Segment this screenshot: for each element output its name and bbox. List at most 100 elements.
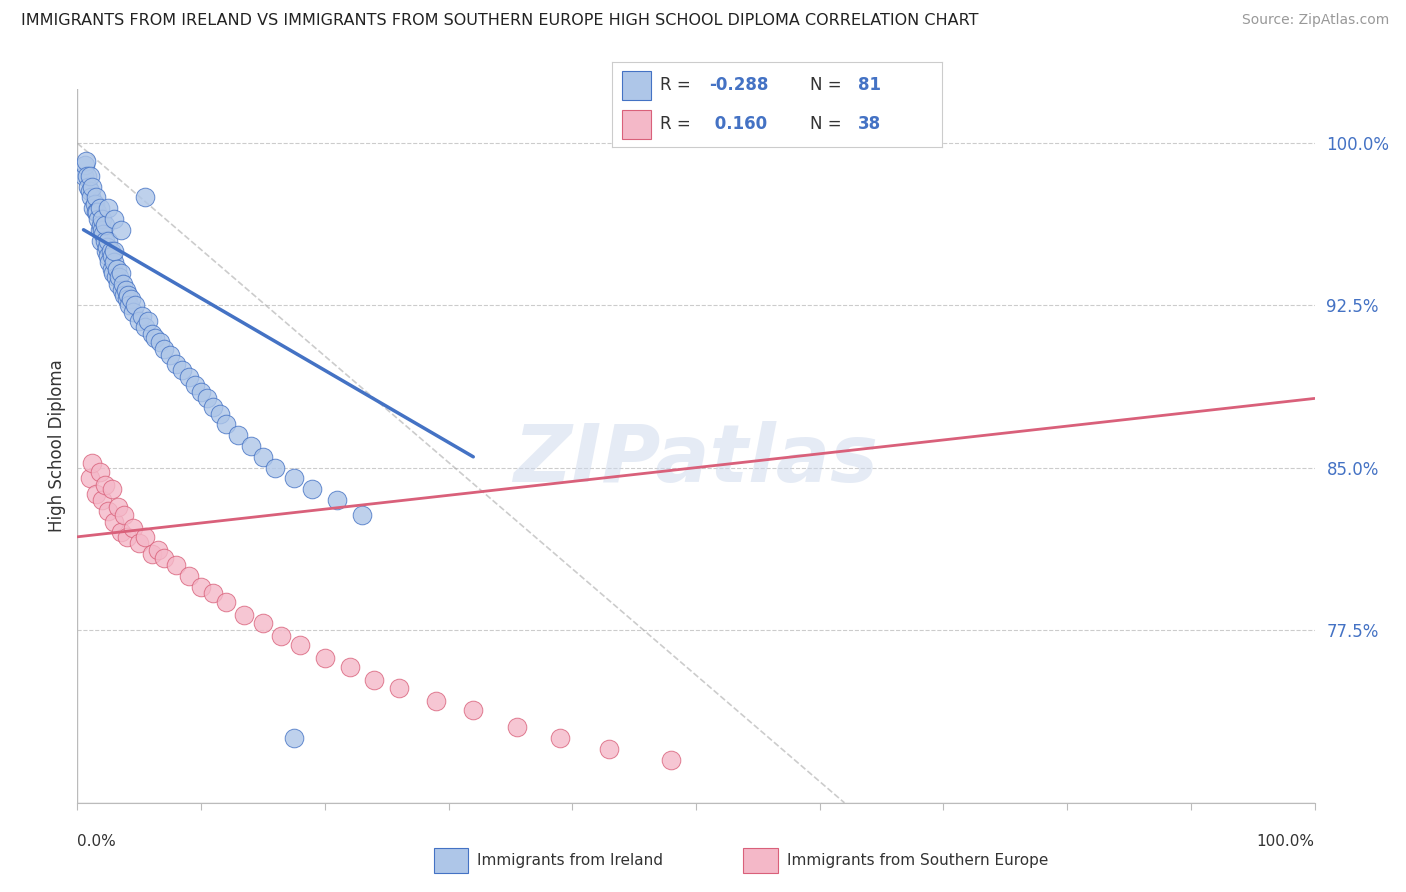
Point: [208, 407, 231, 421]
Point: [98, 255, 121, 269]
Text: 100.0%: 100.0%: [1257, 834, 1315, 849]
Point: [264, 460, 287, 475]
Text: IMMIGRANTS FROM IRELAND VS IMMIGRANTS FROM SOUTHERN EUROPE HIGH SCHOOL DIPLOMA C: IMMIGRANTS FROM IRELAND VS IMMIGRANTS FR…: [21, 13, 979, 29]
Point: [79, 169, 101, 183]
Point: [105, 261, 128, 276]
Text: 0.160: 0.160: [709, 115, 768, 133]
Point: [82, 179, 104, 194]
Point: [101, 261, 124, 276]
Point: [72, 169, 94, 183]
Point: [270, 629, 292, 643]
Point: [283, 731, 305, 745]
Point: [165, 558, 187, 572]
Point: [326, 493, 349, 508]
Point: [103, 255, 125, 269]
Point: [112, 287, 135, 301]
Point: [91, 223, 114, 237]
Point: [172, 363, 194, 377]
Point: [103, 266, 125, 280]
Point: [112, 277, 135, 291]
Point: [117, 287, 139, 301]
Y-axis label: High School Diploma: High School Diploma: [48, 359, 66, 533]
Point: [120, 292, 142, 306]
Text: R =: R =: [659, 77, 696, 95]
Point: [165, 357, 187, 371]
Point: [122, 305, 145, 319]
Point: [90, 234, 112, 248]
Bar: [621, 110, 651, 139]
Point: [118, 298, 141, 312]
Point: [91, 227, 114, 241]
Point: [141, 326, 163, 341]
Point: [252, 616, 274, 631]
Point: [149, 335, 172, 350]
Point: [112, 508, 135, 523]
Point: [103, 515, 125, 529]
Point: [93, 219, 115, 233]
Point: [388, 681, 411, 696]
Bar: [621, 71, 651, 100]
Point: [101, 482, 124, 496]
Point: [122, 521, 145, 535]
Point: [283, 471, 305, 485]
Text: Immigrants from Ireland: Immigrants from Ireland: [478, 854, 664, 868]
Point: [108, 270, 131, 285]
Point: [79, 184, 101, 198]
Point: [89, 201, 111, 215]
Point: [190, 580, 212, 594]
Point: [288, 638, 311, 652]
Point: [226, 428, 249, 442]
Point: [110, 266, 132, 280]
Point: [239, 439, 262, 453]
Point: [111, 283, 134, 297]
Point: [107, 500, 129, 514]
Point: [548, 731, 571, 745]
Point: [301, 482, 323, 496]
Point: [184, 378, 207, 392]
Point: [84, 190, 107, 204]
Text: Immigrants from Southern Europe: Immigrants from Southern Europe: [787, 854, 1047, 868]
Point: [153, 342, 176, 356]
Point: [73, 158, 96, 172]
Point: [97, 234, 120, 248]
Point: [202, 586, 225, 600]
Point: [128, 536, 150, 550]
Point: [350, 508, 373, 523]
Text: Source: ZipAtlas.com: Source: ZipAtlas.com: [1241, 13, 1389, 28]
Point: [190, 384, 212, 399]
Point: [114, 283, 136, 297]
Point: [77, 179, 100, 194]
Point: [84, 486, 107, 500]
Point: [505, 720, 527, 734]
Text: N =: N =: [810, 77, 846, 95]
Point: [233, 607, 256, 622]
Point: [91, 493, 114, 508]
Text: 38: 38: [858, 115, 882, 133]
Bar: [744, 848, 778, 873]
Point: [82, 456, 104, 470]
Point: [128, 313, 150, 327]
Point: [97, 201, 120, 215]
Point: [463, 703, 485, 717]
Point: [131, 310, 153, 324]
Text: N =: N =: [810, 115, 846, 133]
Point: [195, 392, 218, 406]
Point: [124, 298, 146, 312]
Point: [110, 525, 132, 540]
Point: [103, 211, 125, 226]
Point: [339, 659, 361, 673]
Point: [115, 292, 138, 306]
Point: [104, 270, 127, 285]
Point: [82, 201, 104, 215]
Point: [159, 348, 181, 362]
Point: [96, 240, 118, 254]
Point: [110, 223, 132, 237]
Point: [97, 504, 120, 518]
Point: [134, 320, 156, 334]
Text: 0.0%: 0.0%: [77, 834, 117, 849]
Point: [97, 249, 120, 263]
Text: ZIPatlas: ZIPatlas: [513, 421, 879, 500]
Point: [215, 595, 238, 609]
Point: [141, 547, 163, 561]
Point: [79, 471, 101, 485]
